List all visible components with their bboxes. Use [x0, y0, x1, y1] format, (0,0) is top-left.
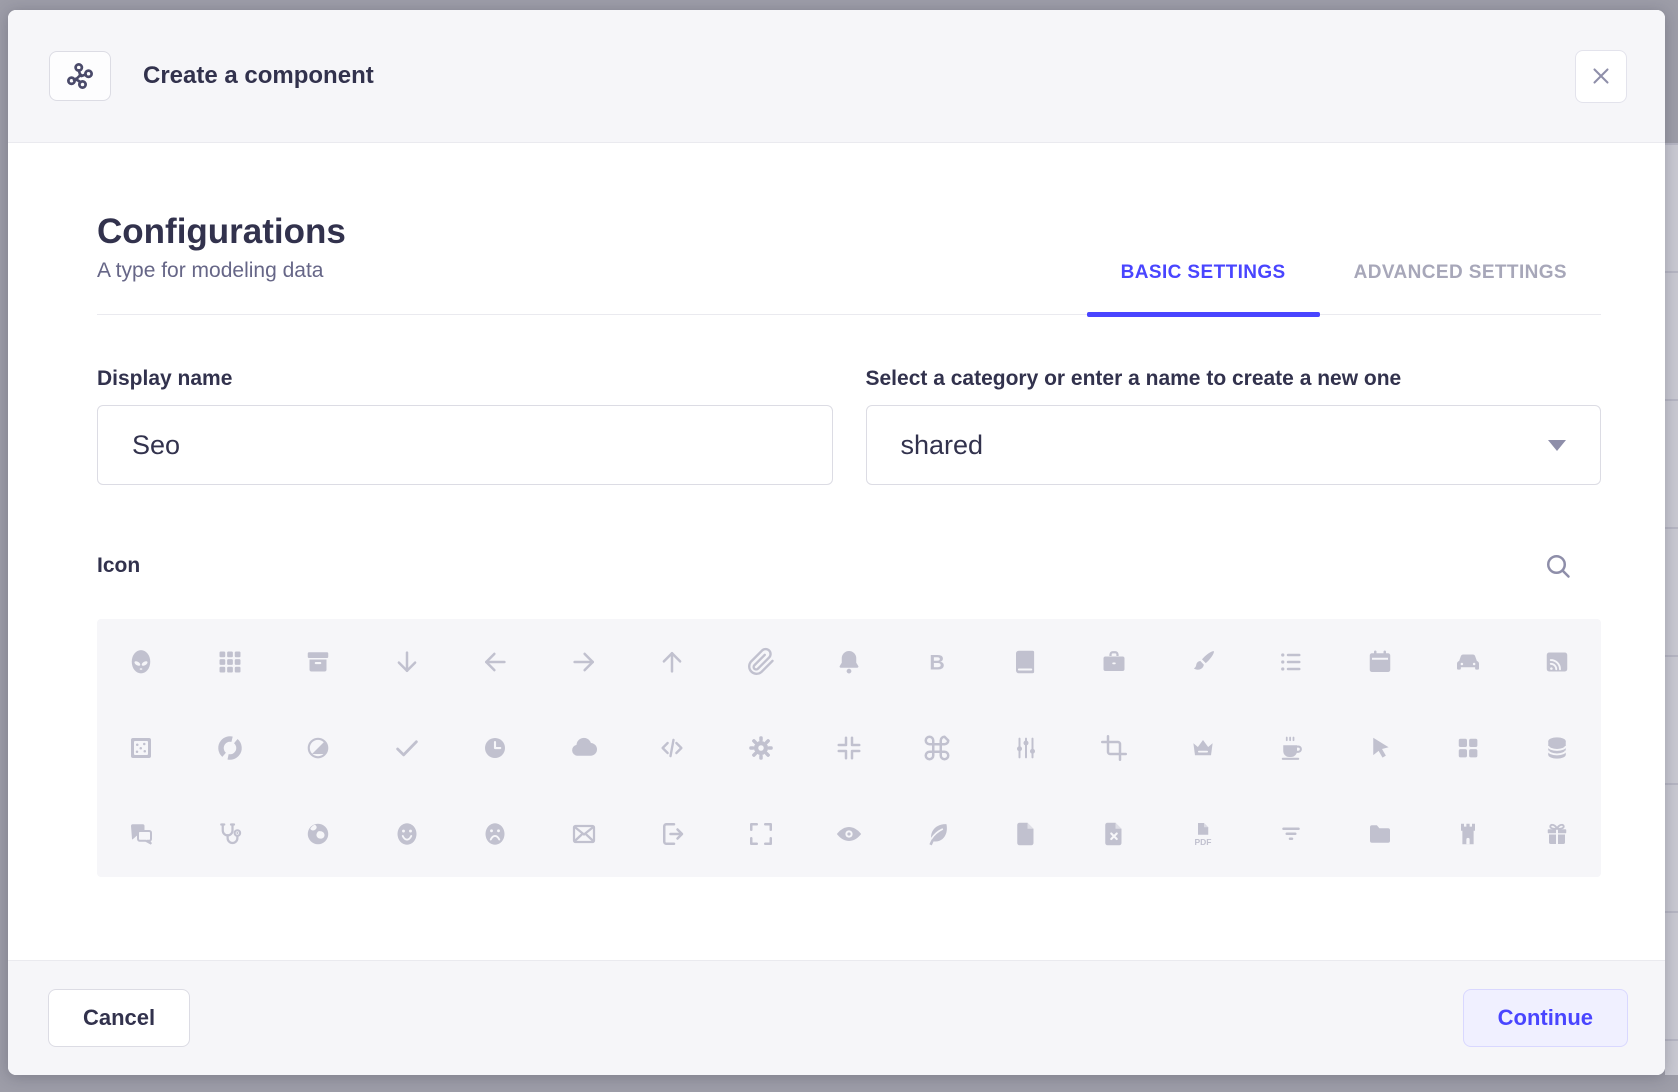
heading-row: Configurations A type for modeling data … — [97, 212, 1601, 317]
collapse-icon[interactable] — [805, 705, 893, 791]
component-icon — [66, 62, 93, 89]
settings-tabs: BASIC SETTINGS ADVANCED SETTINGS — [1086, 262, 1601, 317]
tab-basic-settings[interactable]: BASIC SETTINGS — [1086, 262, 1320, 317]
expand-icon[interactable] — [716, 791, 804, 877]
attachment-icon[interactable] — [716, 619, 804, 705]
folder-icon[interactable] — [1336, 791, 1424, 877]
display-name-field: Display name — [97, 367, 833, 485]
bold-icon[interactable]: B — [893, 619, 981, 705]
chevron-down-icon — [1548, 439, 1566, 451]
eye-icon[interactable] — [805, 791, 893, 877]
modal-header: Create a component — [8, 10, 1665, 143]
tab-advanced-settings[interactable]: ADVANCED SETTINGS — [1320, 262, 1601, 314]
emotion-happy-icon[interactable] — [362, 791, 450, 877]
icon-picker-grid: B PDF — [97, 619, 1601, 877]
continue-button[interactable]: Continue — [1462, 989, 1628, 1047]
gift-icon[interactable] — [1513, 791, 1601, 877]
modal-title: Create a component — [143, 62, 374, 89]
feather-icon[interactable] — [893, 791, 981, 877]
arrow-right-icon[interactable] — [539, 619, 627, 705]
arrow-left-icon[interactable] — [451, 619, 539, 705]
apps-icon[interactable] — [185, 619, 273, 705]
close-button[interactable] — [1575, 49, 1627, 103]
modal-body: Configurations A type for modeling data … — [8, 143, 1665, 960]
brush-icon[interactable] — [1159, 619, 1247, 705]
bell-icon[interactable] — [805, 619, 893, 705]
icon-section-head: Icon — [97, 551, 1601, 581]
icon-picker-label: Icon — [97, 554, 141, 577]
briefcase-icon[interactable] — [1070, 619, 1158, 705]
heading-block: Configurations A type for modeling data — [97, 212, 346, 314]
arrow-down-icon[interactable] — [362, 619, 450, 705]
connector-icon[interactable] — [982, 705, 1070, 791]
database-icon[interactable] — [1513, 705, 1601, 791]
check-icon[interactable] — [362, 705, 450, 791]
archive-icon[interactable] — [274, 619, 362, 705]
search-icon — [1547, 555, 1570, 578]
component-icon-box — [49, 51, 111, 101]
category-select[interactable]: shared — [865, 405, 1601, 485]
arrow-up-icon[interactable] — [628, 619, 716, 705]
discuss-icon[interactable] — [97, 791, 185, 877]
cloud-icon[interactable] — [539, 705, 627, 791]
book-icon[interactable] — [982, 619, 1070, 705]
gate-icon[interactable] — [1424, 791, 1512, 877]
code-icon[interactable] — [628, 705, 716, 791]
category-select-value: shared — [900, 429, 984, 460]
create-component-modal: Create a component Configurations A type… — [8, 10, 1665, 1075]
file-icon[interactable] — [982, 791, 1070, 877]
close-icon — [1593, 68, 1609, 84]
icon-search-button[interactable] — [1543, 551, 1573, 581]
filter-icon[interactable] — [1247, 791, 1335, 877]
emotion-unhappy-icon[interactable] — [451, 791, 539, 877]
chart-bubble-icon[interactable] — [97, 705, 185, 791]
cast-icon[interactable] — [1513, 619, 1601, 705]
page-title: Configurations — [97, 212, 346, 251]
clock-icon[interactable] — [451, 705, 539, 791]
calendar-icon[interactable] — [1336, 619, 1424, 705]
command-icon[interactable] — [893, 705, 981, 791]
cancel-button[interactable]: Cancel — [48, 989, 191, 1047]
cup-icon[interactable] — [1247, 705, 1335, 791]
file-pdf-icon[interactable]: PDF — [1159, 791, 1247, 877]
page-background-strip — [1665, 143, 1678, 1075]
category-label: Select a category or enter a name to cre… — [865, 367, 1402, 390]
exit-icon[interactable] — [628, 791, 716, 877]
cursor-icon[interactable] — [1336, 705, 1424, 791]
car-icon[interactable] — [1424, 619, 1512, 705]
modal-footer: Cancel Continue — [8, 960, 1665, 1075]
display-name-label: Display name — [97, 367, 233, 390]
chart-circle-icon[interactable] — [185, 705, 273, 791]
fields-row: Display name Select a category or enter … — [97, 367, 1601, 485]
file-error-icon[interactable] — [1070, 791, 1158, 877]
dashboard-icon[interactable] — [1424, 705, 1512, 791]
page-subtitle: A type for modeling data — [97, 259, 324, 282]
svg-text:B: B — [930, 651, 945, 675]
display-name-input[interactable] — [97, 405, 833, 485]
doctor-icon[interactable] — [185, 791, 273, 877]
cog-icon[interactable] — [716, 705, 804, 791]
category-field: Select a category or enter a name to cre… — [865, 367, 1601, 485]
chart-pie-icon[interactable] — [274, 705, 362, 791]
earth-icon[interactable] — [274, 791, 362, 877]
svg-text:PDF: PDF — [1194, 837, 1211, 847]
crown-icon[interactable] — [1159, 705, 1247, 791]
bullet-list-icon[interactable] — [1247, 619, 1335, 705]
envelop-icon[interactable] — [539, 791, 627, 877]
alien-icon[interactable] — [97, 619, 185, 705]
crop-icon[interactable] — [1070, 705, 1158, 791]
